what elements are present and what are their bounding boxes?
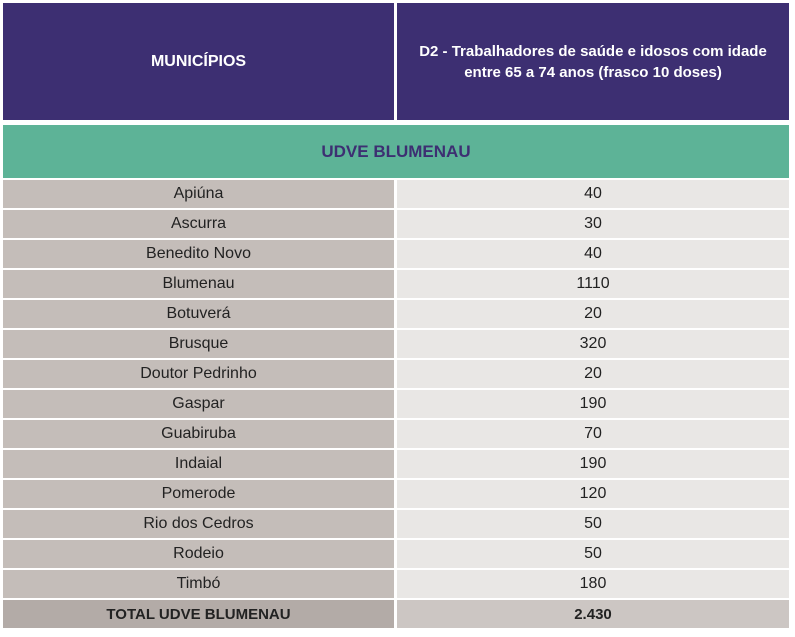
table-body: Apiúna 40 Ascurra 30 Benedito Novo 40 Blumenau… [3, 180, 789, 598]
municipio-cell: Pomerode [3, 480, 394, 508]
table-row: Timbó 180 [3, 570, 789, 598]
municipio-cell: Botuverá [3, 300, 394, 328]
column-header-doses: D2 - Trabalhadores de saúde e idosos com… [397, 3, 789, 120]
table-row: Ascurra 30 [3, 210, 789, 238]
municipio-cell: Apiúna [3, 180, 394, 208]
doses-cell: 70 [397, 420, 789, 448]
table-row: Brusque 320 [3, 330, 789, 358]
table-row: Rio dos Cedros 50 [3, 510, 789, 538]
table-row: Doutor Pedrinho 20 [3, 360, 789, 388]
section-title-udve-blumenau: UDVE BLUMENAU [3, 125, 789, 178]
vaccine-distribution-table: MUNICÍPIOS D2 - Trabalhadores de saúde e… [3, 3, 789, 628]
table-row: Guabiruba 70 [3, 420, 789, 448]
doses-cell: 180 [397, 570, 789, 598]
table-row: Blumenau 1110 [3, 270, 789, 298]
doses-cell: 20 [397, 360, 789, 388]
doses-cell: 40 [397, 180, 789, 208]
column-header-municipios: MUNICÍPIOS [3, 3, 394, 120]
table-row: Rodeio 50 [3, 540, 789, 568]
doses-cell: 1110 [397, 270, 789, 298]
municipio-cell: Rio dos Cedros [3, 510, 394, 538]
municipio-cell: Gaspar [3, 390, 394, 418]
table-row: Botuverá 20 [3, 300, 789, 328]
municipio-cell: Rodeio [3, 540, 394, 568]
table-row: Gaspar 190 [3, 390, 789, 418]
doses-cell: 190 [397, 390, 789, 418]
doses-cell: 320 [397, 330, 789, 358]
municipio-cell: Brusque [3, 330, 394, 358]
table-row: Apiúna 40 [3, 180, 789, 208]
municipio-cell: Ascurra [3, 210, 394, 238]
municipio-cell: Benedito Novo [3, 240, 394, 268]
doses-cell: 30 [397, 210, 789, 238]
municipio-cell: Indaial [3, 450, 394, 478]
header-spacer [3, 120, 789, 125]
municipio-cell: Timbó [3, 570, 394, 598]
doses-cell: 50 [397, 540, 789, 568]
table-row: Benedito Novo 40 [3, 240, 789, 268]
doses-cell: 40 [397, 240, 789, 268]
table-row: Indaial 190 [3, 450, 789, 478]
table-header: MUNICÍPIOS D2 - Trabalhadores de saúde e… [3, 3, 789, 120]
doses-cell: 120 [397, 480, 789, 508]
municipio-cell: Guabiruba [3, 420, 394, 448]
doses-cell: 20 [397, 300, 789, 328]
municipio-cell: Doutor Pedrinho [3, 360, 394, 388]
municipio-cell: Blumenau [3, 270, 394, 298]
total-value: 2.430 [397, 600, 789, 628]
doses-cell: 50 [397, 510, 789, 538]
total-label: TOTAL UDVE BLUMENAU [3, 600, 394, 628]
doses-cell: 190 [397, 450, 789, 478]
total-row: TOTAL UDVE BLUMENAU 2.430 [3, 600, 789, 628]
table-row: Pomerode 120 [3, 480, 789, 508]
